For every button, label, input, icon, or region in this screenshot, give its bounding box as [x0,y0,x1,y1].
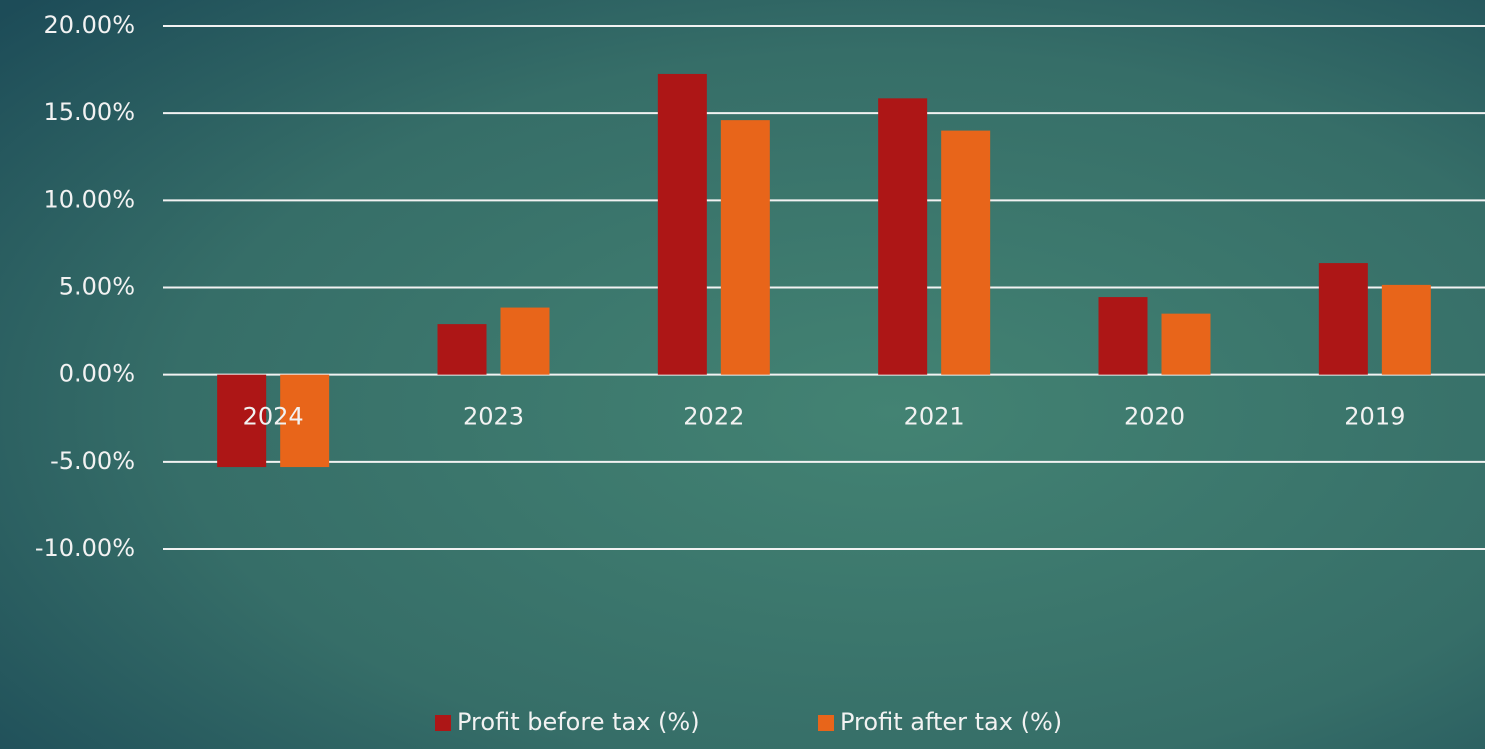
y-tick-label: 15.00% [43,98,135,126]
bar [437,324,487,375]
x-tick-label: 2022 [683,403,744,431]
bar [280,374,330,468]
bar [878,98,928,375]
y-tick-label: 20.00% [43,11,135,39]
bar [941,130,991,375]
bar [1318,263,1368,375]
bar [657,73,707,375]
bar [217,374,267,468]
x-tick-label: 2024 [243,403,304,431]
y-tick-label: -10.00% [35,534,135,562]
y-tick-label: 0.00% [59,360,135,388]
bar [720,120,770,375]
bar [1161,313,1211,375]
bar [1381,284,1431,375]
x-tick-label: 2019 [1344,403,1405,431]
legend-swatch [818,715,834,731]
x-tick-label: 2020 [1124,403,1185,431]
legend-label: Profit before tax (%) [457,708,700,736]
y-tick-label: 10.00% [43,185,135,213]
legend-label: Profit after tax (%) [840,708,1062,736]
bar [1098,297,1148,375]
y-tick-label: -5.00% [50,447,135,475]
x-tick-label: 2021 [904,403,965,431]
y-tick-label: 5.00% [59,273,135,301]
bar [500,307,550,375]
x-tick-label: 2023 [463,403,524,431]
legend-swatch [435,715,451,731]
